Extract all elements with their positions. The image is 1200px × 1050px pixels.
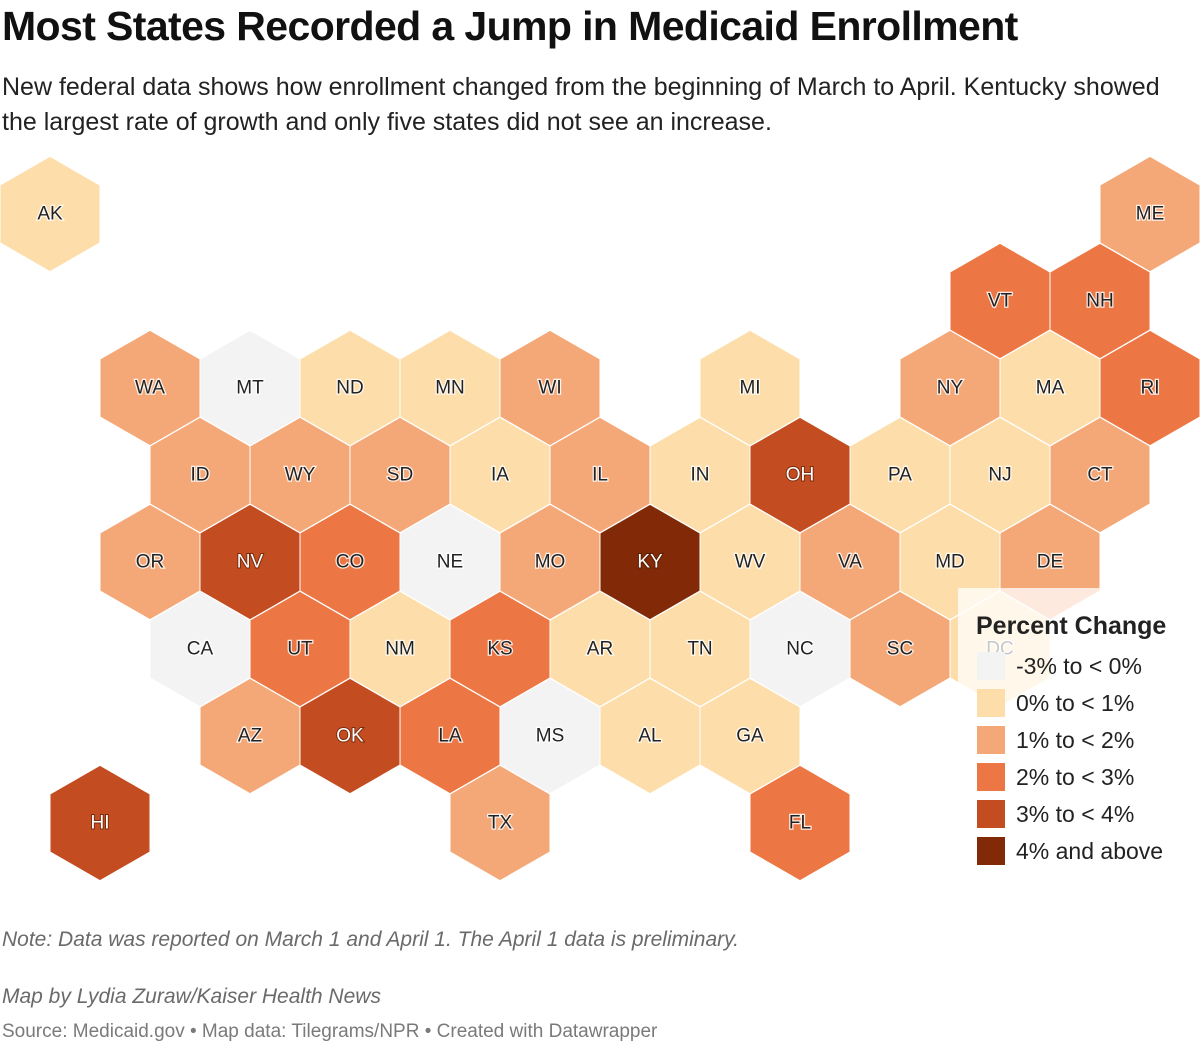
chart-subtitle: New federal data shows how enrollment ch… <box>2 73 1160 136</box>
legend-item: 0% to < 1% <box>977 689 1134 717</box>
note: Note: Data was reported on March 1 and A… <box>2 928 739 951</box>
legend-label: 2% to < 3% <box>1016 764 1134 790</box>
legend-item: 3% to < 4% <box>977 800 1134 828</box>
state-hi[interactable]: HI <box>49 764 151 882</box>
legend-swatch <box>977 837 1005 865</box>
legend-item: 2% to < 3% <box>977 763 1134 791</box>
legend-swatch <box>977 726 1005 754</box>
legend-label: -3% to < 0% <box>1016 653 1142 679</box>
legend-title: Percent Change <box>976 612 1166 640</box>
state-hex-tx[interactable] <box>449 764 551 882</box>
state-ak[interactable]: AK <box>0 155 101 273</box>
legend-swatch <box>977 689 1005 717</box>
state-hex-fl[interactable] <box>749 764 851 882</box>
legend-label: 1% to < 2% <box>1016 727 1134 753</box>
source-line: Source: Medicaid.gov • Map data: Tilegra… <box>2 1021 658 1042</box>
legend-item: -3% to < 0% <box>977 652 1142 680</box>
chart-title: Most States Recorded a Jump in Medicaid … <box>2 3 1018 49</box>
state-hex-ak[interactable] <box>0 155 101 273</box>
legend-label: 3% to < 4% <box>1016 801 1134 827</box>
legend-item: 4% and above <box>977 837 1163 865</box>
legend-label: 0% to < 1% <box>1016 690 1134 716</box>
state-hex-hi[interactable] <box>49 764 151 882</box>
legend-label: 4% and above <box>1016 838 1163 864</box>
legend: Percent Change -3% to < 0% 0% to < 1% 1% t… <box>958 588 1198 888</box>
legend-swatch <box>977 800 1005 828</box>
legend-item: 1% to < 2% <box>977 726 1134 754</box>
byline: Map by Lydia Zuraw/Kaiser Health News <box>2 985 381 1008</box>
legend-swatch <box>977 763 1005 791</box>
legend-swatch <box>977 652 1005 680</box>
